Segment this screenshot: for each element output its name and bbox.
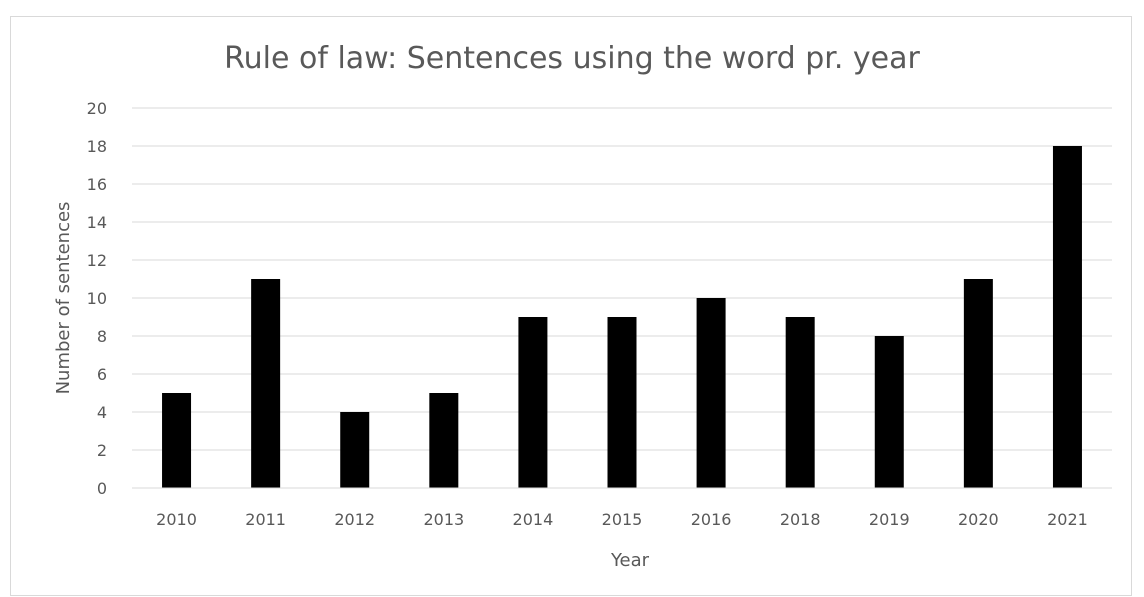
y-tick-label: 10 bbox=[87, 289, 107, 308]
x-tick-label: 2015 bbox=[602, 510, 643, 529]
y-axis-ticks: 0 2 4 6 8 10 12 14 16 18 20 bbox=[87, 99, 107, 498]
x-tick-label: 2019 bbox=[869, 510, 910, 529]
x-tick-label: 2013 bbox=[423, 510, 464, 529]
y-tick-label: 4 bbox=[97, 403, 107, 422]
x-axis-ticks: 2010 2011 2012 2013 2014 2015 2016 2018 2019 2020… bbox=[156, 510, 1088, 529]
y-tick-label: 20 bbox=[87, 99, 107, 118]
x-tick-label: 2020 bbox=[958, 510, 999, 529]
x-tick-label: 2016 bbox=[691, 510, 732, 529]
bar-2012 bbox=[340, 412, 370, 488]
x-tick-label: 2011 bbox=[245, 510, 286, 529]
bars bbox=[132, 146, 1112, 489]
y-axis-title: Number of sentences bbox=[53, 202, 74, 395]
bar-2015 bbox=[607, 317, 637, 488]
x-axis-title: Year bbox=[610, 550, 650, 571]
bar-2014 bbox=[518, 317, 548, 488]
y-tick-label: 12 bbox=[87, 251, 107, 270]
y-tick-label: 8 bbox=[97, 327, 107, 346]
x-tick-label: 2010 bbox=[156, 510, 197, 529]
x-tick-label: 2021 bbox=[1047, 510, 1088, 529]
bar-2016 bbox=[696, 298, 726, 488]
bar-2018 bbox=[785, 317, 815, 488]
gridlines bbox=[132, 107, 1112, 489]
x-tick-label: 2018 bbox=[780, 510, 821, 529]
y-tick-label: 16 bbox=[87, 175, 107, 194]
bar-2021 bbox=[1052, 146, 1082, 488]
y-tick-label: 6 bbox=[97, 365, 107, 384]
bar-2010 bbox=[162, 393, 192, 488]
bar-2019 bbox=[874, 336, 904, 488]
chart-area bbox=[10, 16, 1132, 596]
bar-2020 bbox=[963, 279, 993, 488]
y-tick-label: 18 bbox=[87, 137, 107, 156]
chart-title: Rule of law: Sentences using the word pr… bbox=[224, 41, 920, 76]
y-tick-label: 0 bbox=[97, 479, 107, 498]
y-tick-label: 2 bbox=[97, 441, 107, 460]
x-tick-label: 2014 bbox=[513, 510, 554, 529]
x-tick-label: 2012 bbox=[334, 510, 375, 529]
y-tick-label: 14 bbox=[87, 213, 107, 232]
bar-2013 bbox=[429, 393, 459, 488]
bar-2011 bbox=[251, 279, 281, 488]
